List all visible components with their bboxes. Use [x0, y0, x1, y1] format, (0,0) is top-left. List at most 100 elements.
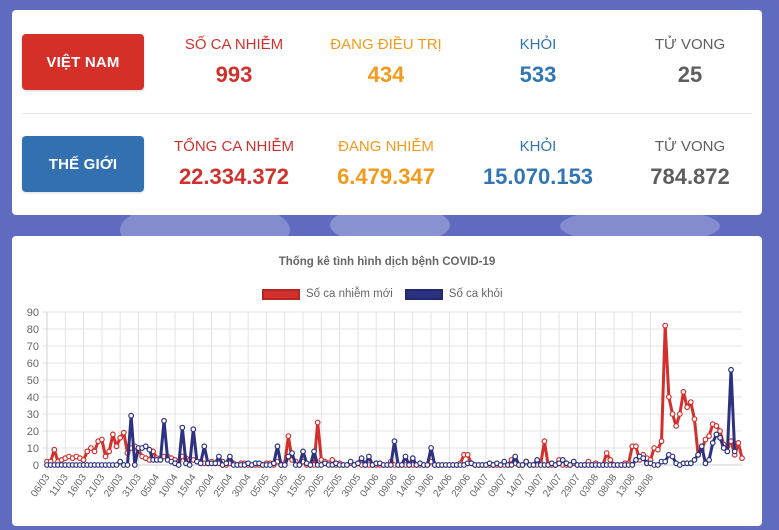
data-point-new-cases [541, 438, 548, 445]
data-point-new-cases [109, 431, 116, 438]
stat-label: ĐANG NHIỄM [338, 138, 434, 155]
data-point-new-cases [84, 448, 91, 455]
y-tick-label: 10 [27, 443, 39, 455]
data-point-recovered [362, 462, 369, 468]
world-cases-stat: TỔNG CA NHIỄM 22.334.372 [159, 138, 309, 190]
data-point-recovered [519, 462, 526, 468]
data-point-new-cases [102, 453, 109, 460]
data-point-new-cases [735, 439, 742, 446]
chart-legend: Số ca nhiễm mới Số ca khỏi [262, 288, 515, 300]
data-point-recovered [720, 445, 727, 451]
data-point-recovered [289, 450, 295, 457]
data-point-new-cases [691, 416, 698, 423]
data-point-recovered [300, 448, 306, 455]
data-point-new-cases [464, 451, 471, 458]
data-point-recovered [365, 453, 372, 460]
data-point-recovered [157, 456, 164, 463]
y-tick-label: 30 [27, 409, 39, 421]
stat-value: 533 [519, 62, 557, 87]
data-point-new-cases [603, 450, 610, 457]
data-point-new-cases [87, 445, 94, 451]
data-point-recovered [567, 462, 573, 468]
data-point-recovered [391, 438, 398, 445]
y-tick-label: 50 [27, 375, 39, 387]
vietnam-button[interactable]: VIỆT NAM [22, 34, 144, 90]
data-point-new-cases [739, 455, 745, 462]
data-point-new-cases [106, 448, 113, 455]
data-point-new-cases [113, 443, 120, 450]
data-point-recovered [428, 445, 434, 451]
data-point-recovered [508, 462, 515, 468]
data-point-recovered [307, 462, 314, 468]
stat-value: 993 [215, 62, 253, 87]
data-point-recovered [706, 456, 712, 463]
stat-value: 22.334.372 [178, 164, 290, 189]
data-point-recovered [175, 462, 182, 468]
data-point-new-cases [654, 446, 661, 453]
legend-swatch-new-cases [262, 288, 300, 300]
data-point-new-cases [702, 436, 709, 443]
y-tick-label: 70 [27, 341, 39, 353]
y-tick-label: 0 [33, 460, 39, 472]
world-deaths-stat: TỬ VONG 784.872 [615, 138, 765, 190]
data-point-recovered [146, 446, 153, 453]
data-point-recovered [179, 424, 186, 431]
data-point-recovered [501, 458, 508, 465]
data-point-recovered [717, 434, 723, 441]
legend-item-recovered[interactable]: Số ca khỏi [404, 288, 503, 300]
data-point-recovered [633, 456, 639, 463]
stat-label: KHỎI [519, 36, 557, 53]
data-point-new-cases [658, 438, 665, 445]
data-point-new-cases [665, 394, 672, 400]
data-point-recovered [344, 462, 350, 468]
data-point-recovered [358, 455, 365, 462]
y-tick-label: 20 [27, 426, 39, 438]
data-point-recovered [285, 453, 292, 460]
data-point-new-cases [51, 446, 58, 453]
chart-panel: Thống kê tình hình dịch bệnh COVID-19 Số… [12, 236, 762, 526]
data-point-recovered [212, 460, 219, 467]
data-point-recovered [629, 462, 636, 468]
data-point-recovered [226, 453, 233, 460]
data-point-new-cases [673, 422, 680, 429]
data-point-new-cases [717, 428, 723, 434]
data-point-new-cases [117, 434, 124, 441]
data-point-recovered [497, 462, 504, 468]
stat-value: 784.872 [650, 164, 730, 189]
data-point-new-cases [669, 411, 676, 417]
data-point-recovered [281, 462, 288, 468]
data-point-recovered [311, 448, 317, 455]
data-point-recovered [691, 456, 698, 463]
data-point-recovered [355, 460, 361, 467]
data-point-recovered [270, 460, 277, 467]
data-point-recovered [728, 366, 734, 373]
data-point-recovered [724, 448, 731, 455]
data-point-new-cases [285, 433, 292, 440]
world-button[interactable]: THẾ GIỚI [22, 136, 144, 192]
vn-recovered-stat: KHỎI 533 [463, 36, 613, 88]
data-point-new-cases [676, 411, 683, 417]
data-point-recovered [713, 431, 720, 438]
vn-treating-stat: ĐANG ĐIỀU TRỊ 434 [311, 36, 461, 88]
stat-value: 6.479.347 [337, 164, 435, 189]
legend-item-new-cases[interactable]: Số ca nhiễm mới [262, 288, 393, 300]
legend-label-new-cases: Số ca nhiễm mới [306, 288, 393, 300]
stat-label: KHỎI [519, 138, 557, 155]
chart-title: Thống kê tình hình dịch bệnh COVID-19 [278, 256, 496, 268]
world-recovered-stat: KHỎI 15.070.153 [463, 138, 613, 190]
data-point-recovered [216, 453, 222, 460]
data-point-new-cases [633, 443, 639, 450]
y-tick-label: 40 [27, 392, 39, 404]
data-point-new-cases [680, 388, 687, 395]
data-point-recovered [186, 462, 193, 468]
x-tick-label: 06/03 [29, 472, 53, 499]
stat-label: ĐANG ĐIỀU TRỊ [330, 36, 442, 53]
data-point-recovered [117, 458, 124, 465]
divider [22, 113, 752, 114]
data-point-new-cases [91, 448, 98, 455]
data-point-recovered [570, 458, 577, 465]
data-point-recovered [559, 456, 566, 463]
data-point-recovered [731, 448, 738, 455]
data-point-recovered [640, 455, 647, 462]
stat-label: SỐ CA NHIỄM [184, 36, 284, 53]
